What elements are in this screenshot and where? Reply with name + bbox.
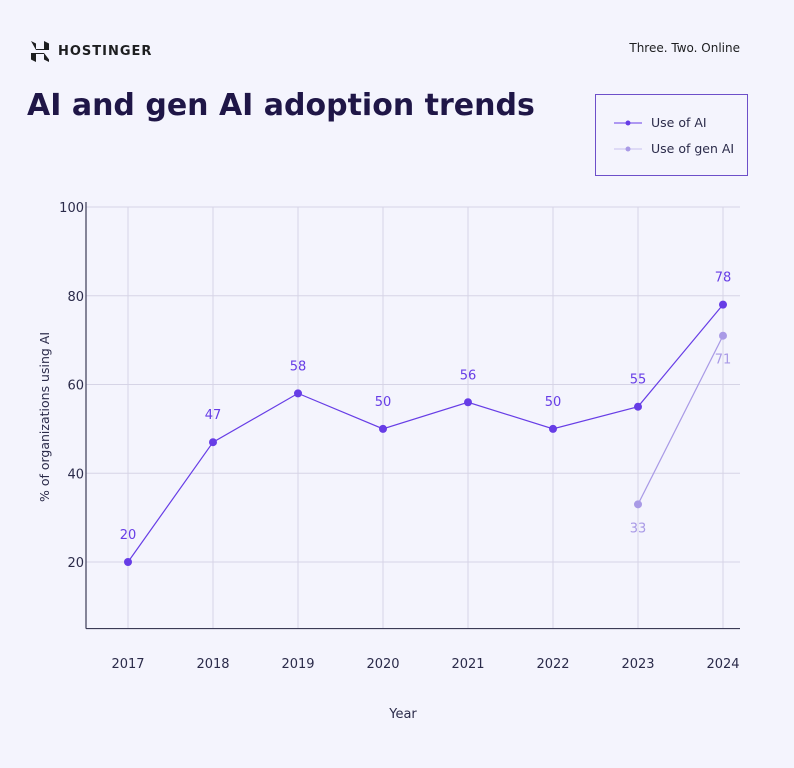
legend: Use of AI Use of gen AI <box>595 94 748 176</box>
data-point <box>294 389 302 398</box>
data-label: 50 <box>375 395 392 410</box>
x-tick-label: 2018 <box>196 657 229 672</box>
data-label: 56 <box>460 368 477 383</box>
x-tick-label: 2023 <box>621 657 654 672</box>
data-label: 55 <box>630 373 647 388</box>
data-label: 20 <box>120 528 137 543</box>
y-tick-label: 20 <box>67 556 84 571</box>
hostinger-logo: HOSTINGER <box>30 41 152 62</box>
data-point <box>634 500 642 509</box>
data-label: 71 <box>715 353 732 368</box>
x-tick-label: 2019 <box>281 657 314 672</box>
data-point <box>719 300 727 309</box>
legend-label: Use of gen AI <box>651 141 735 156</box>
x-tick-label: 2020 <box>366 657 399 672</box>
legend-item-use-of-ai: Use of AI <box>614 115 707 130</box>
data-label: 78 <box>715 271 732 286</box>
data-label: 47 <box>205 408 222 423</box>
y-tick-label: 60 <box>67 379 84 394</box>
legend-marker-icon <box>614 146 642 151</box>
chart-title: AI and gen AI adoption trends <box>27 88 535 123</box>
y-tick-label: 100 <box>59 201 84 216</box>
x-tick-label: 2017 <box>111 657 144 672</box>
series-line-1 <box>127 304 724 563</box>
data-label: 33 <box>630 521 647 536</box>
y-tick-label: 40 <box>67 467 84 482</box>
x-tick-label: 2021 <box>451 657 484 672</box>
legend-item-use-of-gen-ai: Use of gen AI <box>614 141 734 156</box>
data-point <box>209 438 217 447</box>
data-point <box>549 424 557 433</box>
data-point <box>719 331 727 340</box>
x-axis-label: Year <box>388 707 417 722</box>
data-point <box>379 424 387 433</box>
brand-name: HOSTINGER <box>58 44 153 59</box>
legend-marker-icon <box>614 120 642 125</box>
y-axis-label: % of organizations using AI <box>37 332 52 502</box>
data-point <box>634 402 642 411</box>
legend-label: Use of AI <box>651 115 707 130</box>
series-line-2 <box>637 335 724 505</box>
data-point <box>464 398 472 407</box>
tagline: Three. Two. Online <box>629 41 740 55</box>
y-tick-label: 80 <box>67 290 84 305</box>
x-tick-label: 2024 <box>706 657 739 672</box>
data-point <box>124 558 132 566</box>
x-tick-label: 2022 <box>536 657 569 672</box>
data-label: 50 <box>545 395 562 410</box>
data-label: 58 <box>290 359 307 374</box>
hostinger-logo-icon <box>31 41 49 62</box>
